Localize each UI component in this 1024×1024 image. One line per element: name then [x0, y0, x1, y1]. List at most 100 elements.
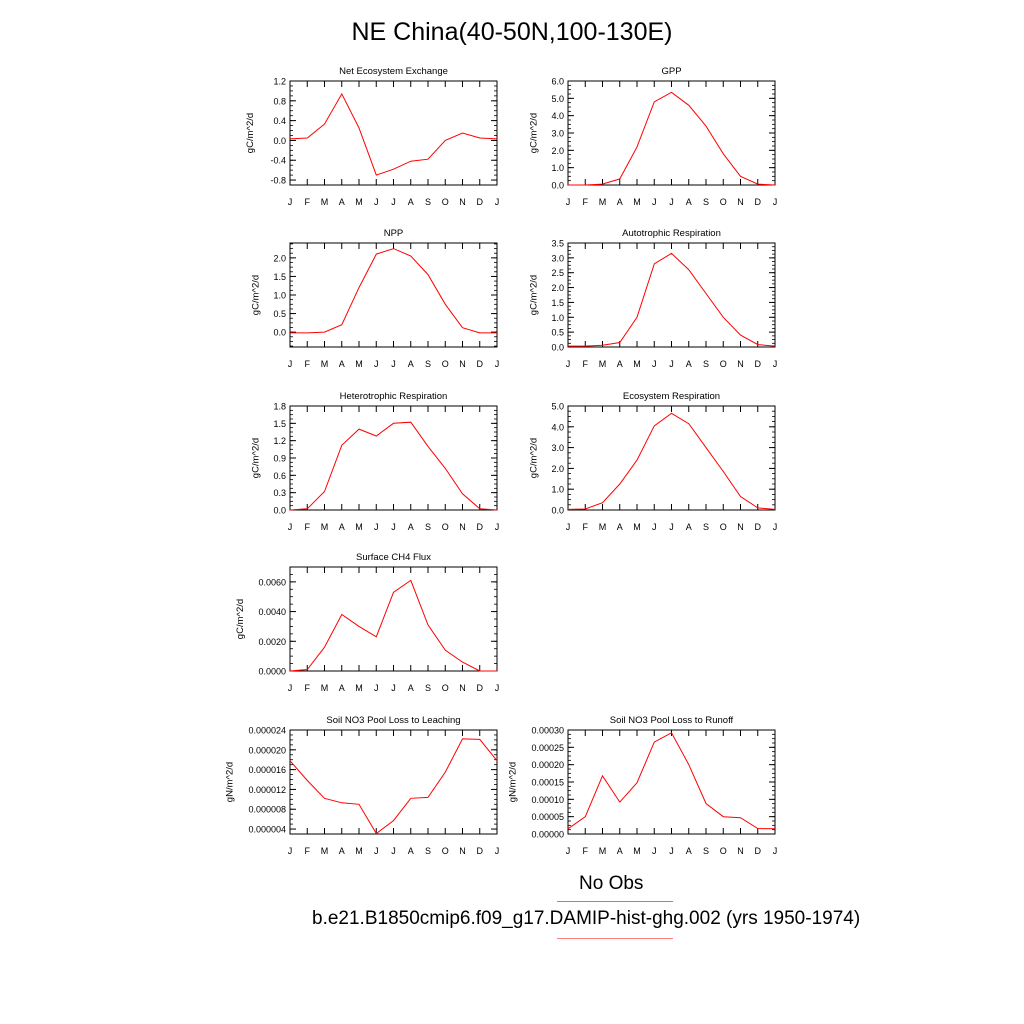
y-tick-label: 4.0	[551, 111, 564, 121]
x-tick-label: M	[633, 846, 641, 856]
x-tick-label: J	[669, 522, 674, 532]
x-tick-label: A	[686, 846, 692, 856]
y-tick-label: 0.0	[551, 181, 564, 191]
y-tick-label: 0.9	[273, 454, 286, 464]
chart-title: Ecosystem Respiration	[623, 391, 720, 402]
chart-panel-4: J F M A M J J A S O N D J0.00.51.01.52.02.53.03.5Aut…	[528, 228, 777, 369]
y-tick-label: 0.0000	[258, 667, 286, 677]
x-tick-label: M	[321, 359, 329, 369]
y-tick-label: 0.000004	[248, 825, 286, 835]
x-tick-label: J	[495, 359, 500, 369]
y-tick-label: 0.000016	[248, 765, 286, 775]
y-tick-label: 0.0	[273, 136, 286, 146]
x-tick-label: J	[391, 359, 396, 369]
y-tick-label: 2.0	[273, 253, 286, 263]
plot-frame	[289, 566, 498, 672]
x-tick-label: A	[339, 683, 345, 693]
x-tick-label: S	[703, 846, 709, 856]
x-tick-label: J	[773, 846, 778, 856]
x-tick-label: O	[720, 522, 727, 532]
x-tick-label: A	[686, 359, 692, 369]
legend-model-line	[557, 938, 673, 939]
x-tick-label: A	[408, 522, 414, 532]
x-tick-label: M	[599, 197, 607, 207]
chart-panel-2: J F M A M J J A S O N D J0.01.02.03.04.05.06.0GPPgC/…	[528, 66, 777, 207]
x-tick-label: N	[737, 359, 744, 369]
x-tick-label: M	[355, 197, 363, 207]
y-tick-label: 0.0020	[258, 637, 286, 647]
y-axis-label: gC/m^2/d	[235, 599, 246, 639]
x-tick-label: S	[425, 359, 431, 369]
y-tick-label: 2.0	[551, 464, 564, 474]
x-tick-label: M	[599, 359, 607, 369]
x-tick-label: N	[459, 359, 466, 369]
x-tick-label: F	[583, 197, 589, 207]
x-tick-label: M	[321, 197, 329, 207]
chart-panel-6: J F M A M J J A S O N D J0.01.02.03.04.05.0Ecosystem…	[528, 391, 777, 532]
x-tick-label: A	[617, 359, 623, 369]
y-axis-label: gC/m^2/d	[245, 113, 256, 153]
chart-title: NPP	[384, 228, 404, 239]
x-tick-label: A	[686, 522, 692, 532]
y-tick-label: 0.00010	[531, 795, 564, 805]
x-tick-label: F	[305, 846, 311, 856]
x-tick-label: A	[339, 522, 345, 532]
y-tick-label: 0.5	[551, 328, 564, 338]
x-tick-label: N	[737, 846, 744, 856]
y-tick-label: 0.4	[273, 116, 286, 126]
x-tick-label: N	[459, 683, 466, 693]
x-tick-label: M	[321, 522, 329, 532]
x-tick-label: D	[477, 359, 484, 369]
x-tick-label: M	[599, 846, 607, 856]
x-tick-label: O	[442, 846, 449, 856]
x-tick-label: A	[686, 197, 692, 207]
y-tick-label: 1.0	[551, 163, 564, 173]
chart-title: Soil NO3 Pool Loss to Runoff	[610, 715, 734, 726]
series-line	[289, 92, 498, 176]
y-tick-label: 0.000024	[248, 726, 286, 736]
x-tick-label: M	[321, 846, 329, 856]
chart-title: GPP	[661, 66, 681, 77]
x-tick-label: J	[288, 197, 293, 207]
x-tick-label: A	[408, 846, 414, 856]
x-tick-label: A	[339, 359, 345, 369]
x-tick-label: J	[288, 846, 293, 856]
x-tick-label: A	[617, 197, 623, 207]
y-tick-label: 0.000008	[248, 805, 286, 815]
x-tick-label: J	[566, 197, 571, 207]
plot-frame	[567, 242, 776, 348]
y-tick-label: 1.5	[273, 272, 286, 282]
x-tick-label: J	[773, 359, 778, 369]
x-tick-label: J	[566, 359, 571, 369]
y-tick-label: 0.0	[273, 328, 286, 338]
x-tick-label: A	[617, 522, 623, 532]
series-line	[289, 579, 497, 672]
x-tick-label: J	[288, 522, 293, 532]
y-axis-label: gN/m^2/d	[508, 762, 519, 802]
y-axis-label: gC/m^2/d	[250, 275, 261, 315]
y-tick-label: 1.5	[551, 298, 564, 308]
plot-frame	[567, 729, 776, 835]
y-tick-label: 0.6	[273, 471, 286, 481]
x-tick-label: J	[495, 683, 500, 693]
x-tick-label: M	[355, 359, 363, 369]
legend-obs-label: No Obs	[579, 873, 644, 894]
x-tick-label: D	[477, 522, 484, 532]
x-tick-label: J	[374, 197, 379, 207]
y-tick-label: 2.0	[551, 283, 564, 293]
y-tick-label: -0.8	[270, 176, 286, 186]
x-tick-label: M	[355, 846, 363, 856]
x-tick-label: J	[566, 522, 571, 532]
y-axis-label: gC/m^2/d	[528, 113, 539, 153]
x-tick-label: O	[720, 846, 727, 856]
x-tick-label: A	[408, 359, 414, 369]
y-tick-label: 3.5	[551, 239, 564, 249]
x-tick-label: N	[737, 522, 744, 532]
y-tick-label: 1.0	[551, 313, 564, 323]
x-tick-label: M	[633, 197, 641, 207]
series-line	[567, 412, 776, 510]
y-tick-label: 1.0	[551, 485, 564, 495]
y-tick-label: 0.0	[551, 506, 564, 516]
y-tick-label: 0.0060	[258, 577, 286, 587]
